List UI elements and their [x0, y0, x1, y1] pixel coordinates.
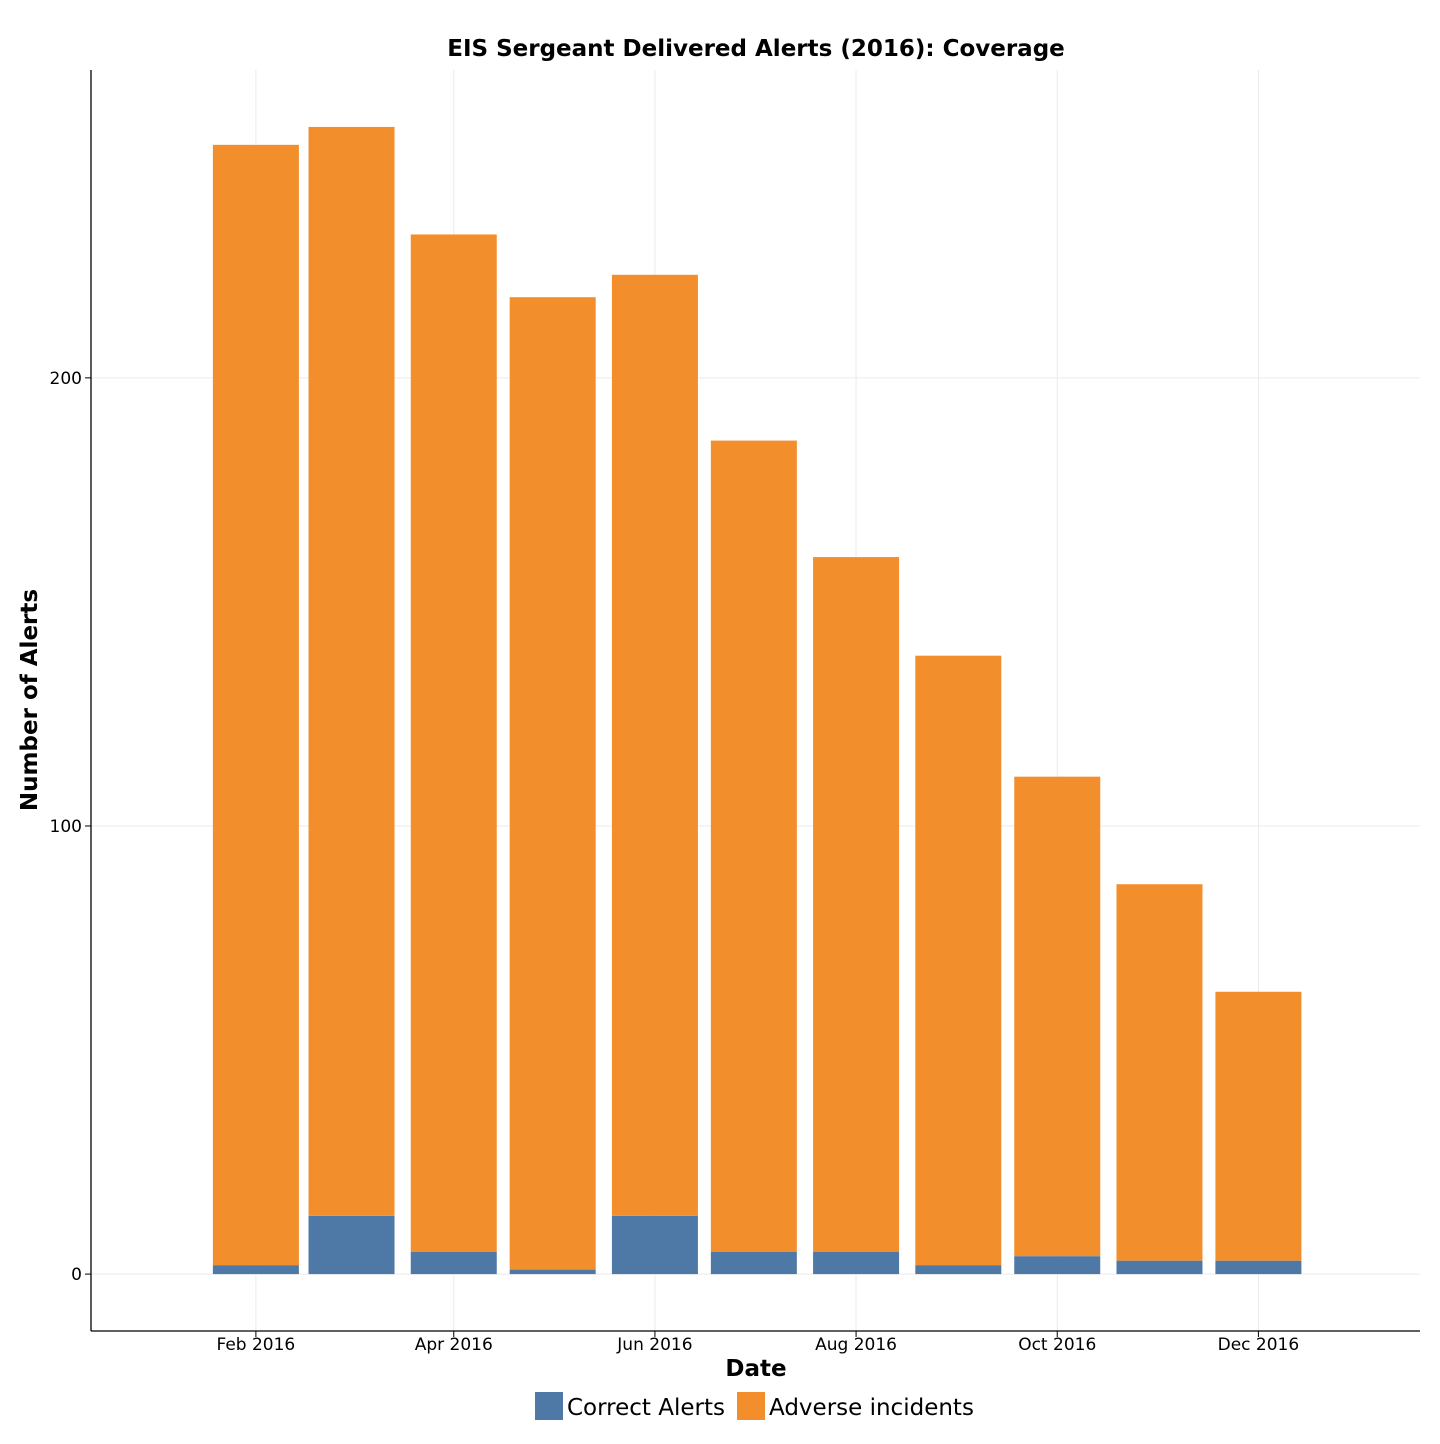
bar-adverse-incidents	[611, 274, 698, 1216]
y-axis-label: Number of Alerts	[17, 589, 43, 811]
bar-correct-alerts	[710, 1251, 797, 1275]
bar-correct-alerts	[212, 1265, 299, 1275]
x-axis-label: Date	[725, 1356, 786, 1382]
x-tick-label: Feb 2016	[216, 1335, 295, 1355]
bar-adverse-incidents	[509, 297, 596, 1270]
legend-swatch-correct-alerts	[535, 1392, 563, 1420]
y-tick-label: 200	[50, 369, 82, 389]
bar-correct-alerts	[509, 1269, 596, 1275]
x-tick-label: Apr 2016	[415, 1335, 493, 1355]
bar-adverse-incidents	[915, 655, 1002, 1266]
bar-correct-alerts	[410, 1251, 497, 1275]
x-tick-label: Oct 2016	[1018, 1335, 1096, 1355]
ticks: 0 100 200 Feb 2016 Apr 2016 Jun 2016 Aug 2016 O…	[50, 369, 1300, 1355]
bar-correct-alerts	[308, 1215, 395, 1275]
bar-adverse-incidents	[308, 126, 395, 1216]
y-tick-label: 0	[71, 1265, 82, 1285]
legend-label-correct-alerts: Correct Alerts	[567, 1395, 725, 1421]
x-tick-label: Aug 2016	[815, 1335, 897, 1355]
bars	[212, 126, 1302, 1275]
x-tick-label: Jun 2016	[616, 1335, 692, 1355]
bar-adverse-incidents	[1116, 884, 1203, 1261]
chart-title: EIS Sergeant Delivered Alerts (2016): Co…	[447, 36, 1065, 62]
bar-correct-alerts	[813, 1251, 900, 1275]
bar-adverse-incidents	[410, 234, 497, 1252]
bar-correct-alerts	[1215, 1260, 1302, 1275]
legend-swatch-adverse-incidents	[737, 1392, 765, 1420]
bar-correct-alerts	[611, 1215, 698, 1275]
legend-label-adverse-incidents: Adverse incidents	[769, 1395, 974, 1421]
bar-correct-alerts	[1014, 1256, 1101, 1275]
bar-correct-alerts	[915, 1265, 1002, 1275]
bar-adverse-incidents	[212, 144, 299, 1266]
bar-adverse-incidents	[1014, 776, 1101, 1257]
x-tick-label: Dec 2016	[1218, 1335, 1300, 1355]
bar-adverse-incidents	[710, 440, 797, 1252]
y-tick-label: 100	[50, 817, 82, 837]
bar-adverse-incidents	[813, 557, 900, 1252]
bar-correct-alerts	[1116, 1260, 1203, 1275]
bar-adverse-incidents	[1215, 991, 1302, 1261]
legend: Correct Alerts Adverse incidents	[535, 1392, 974, 1421]
